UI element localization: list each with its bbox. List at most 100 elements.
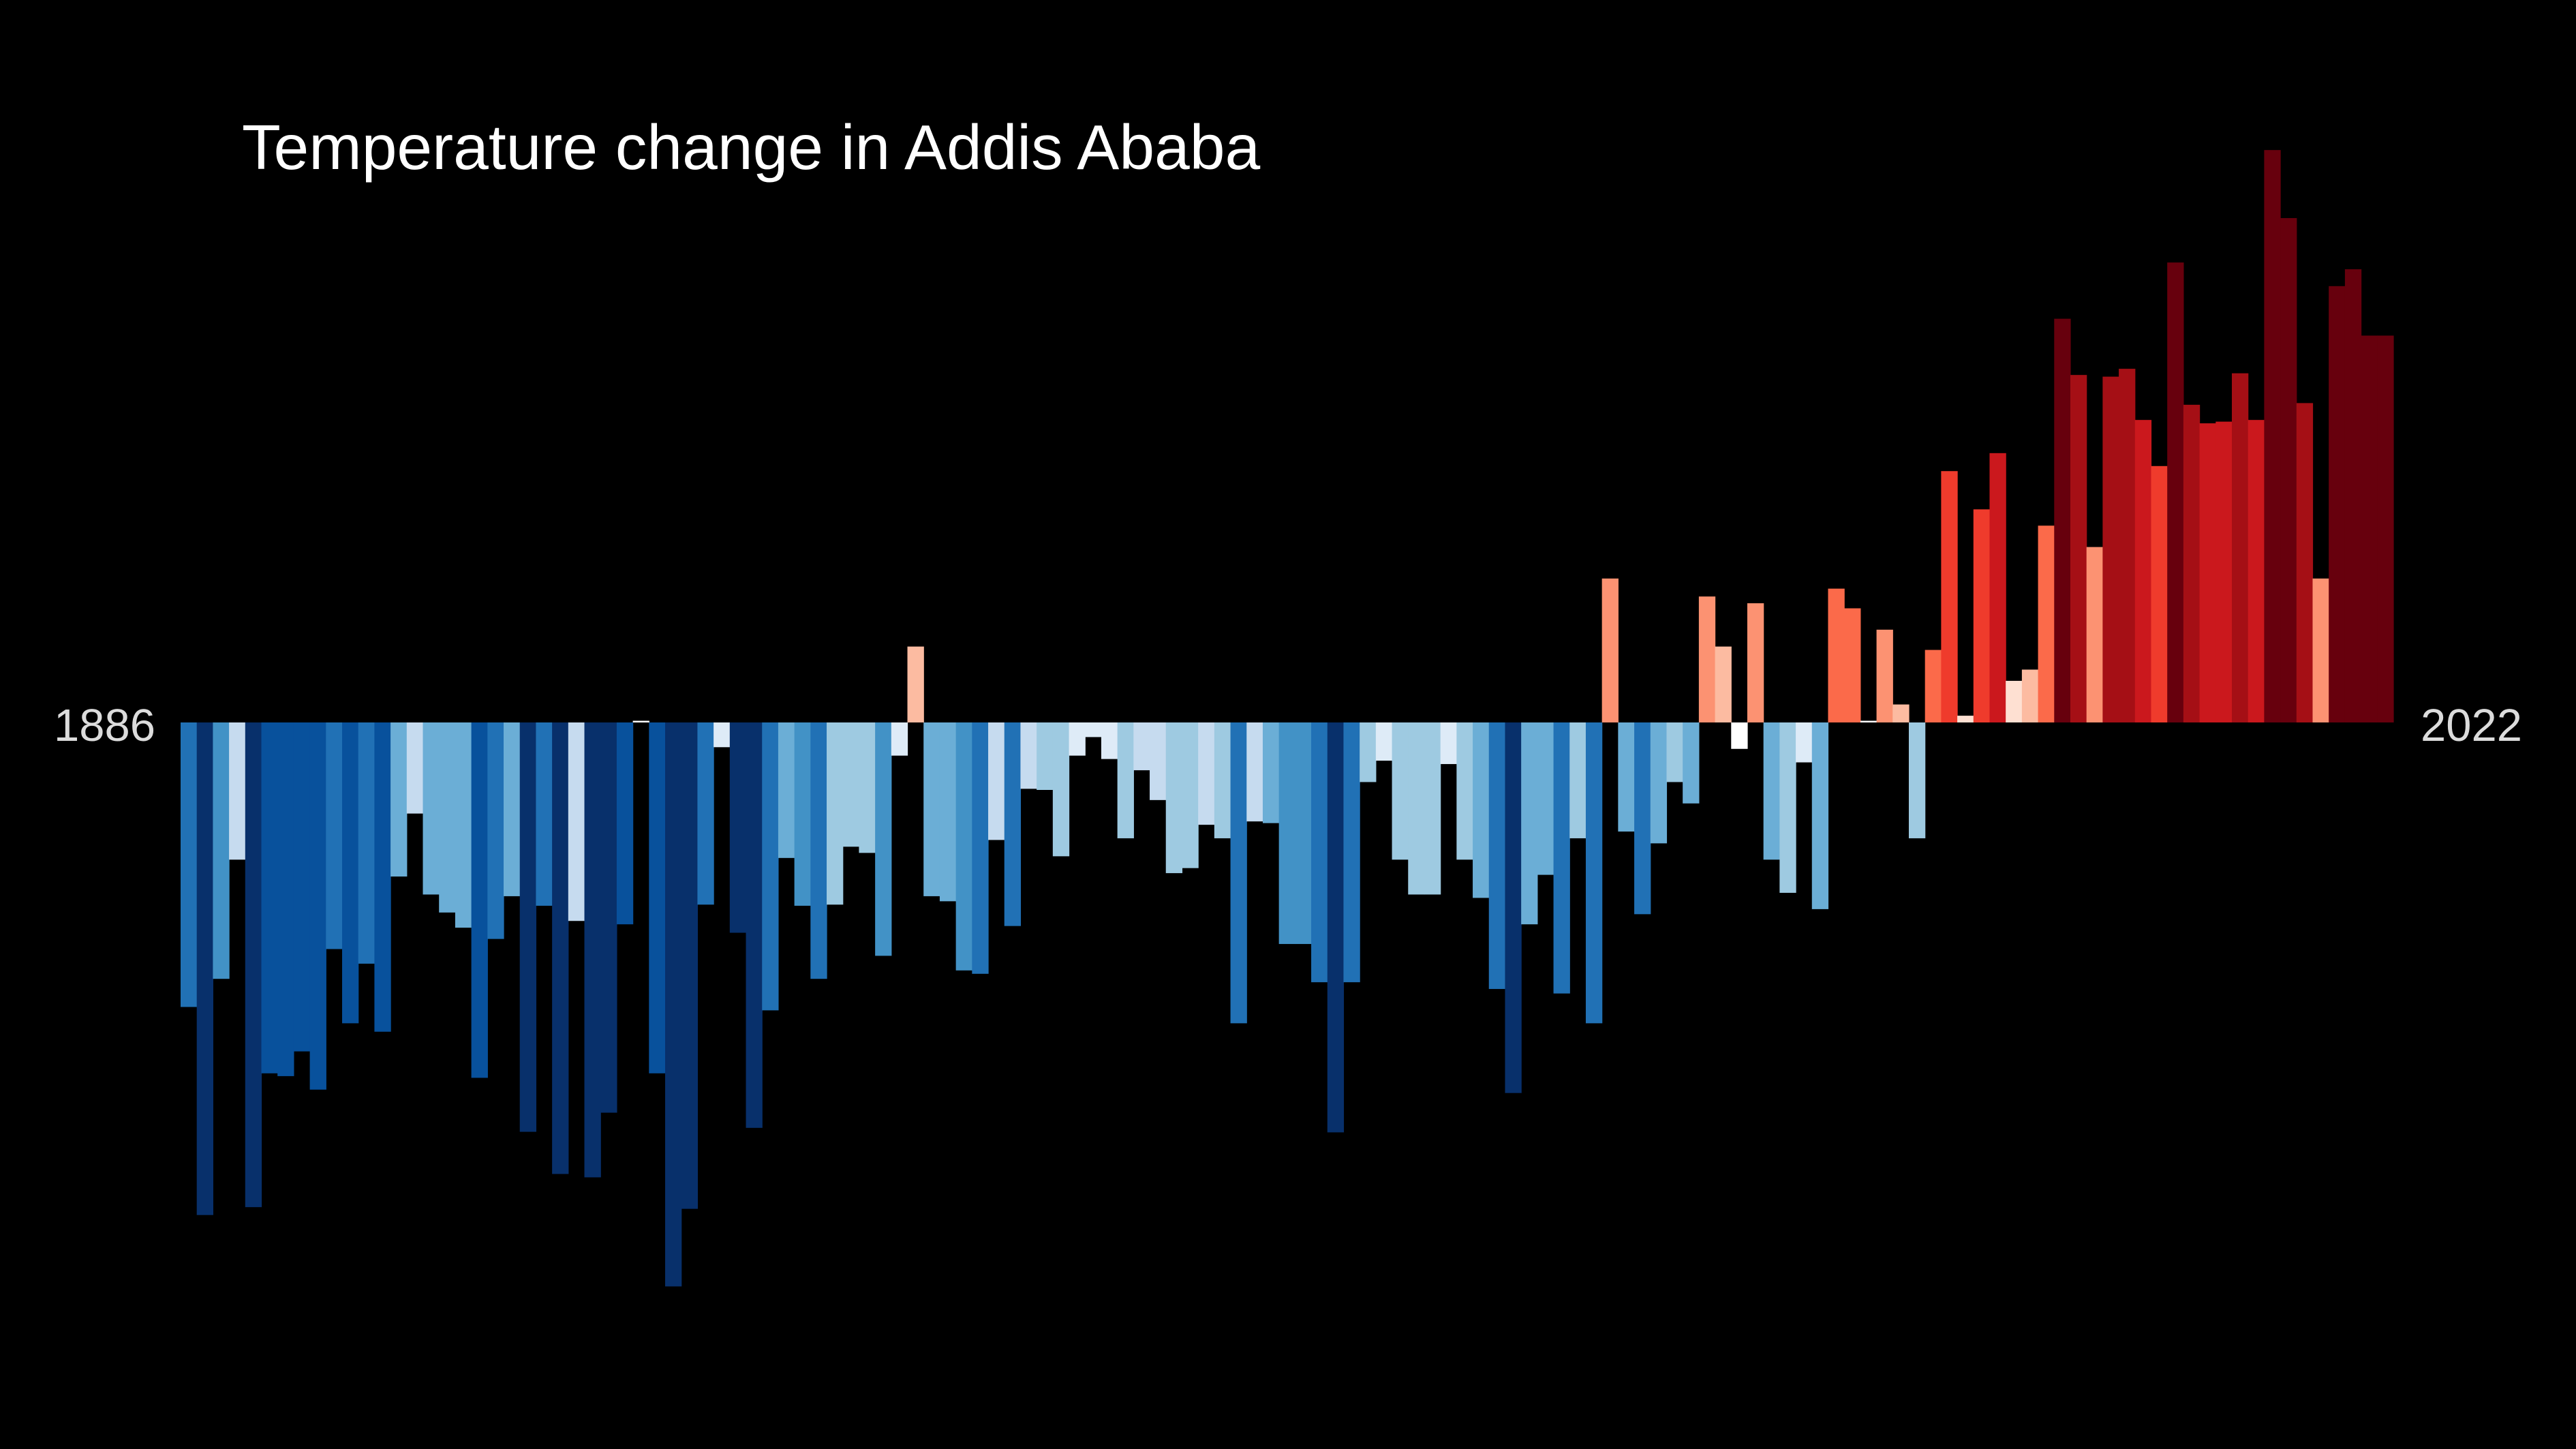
bar-1929: [875, 722, 892, 956]
bar-1977: [1650, 722, 1668, 844]
bar-1900: [406, 722, 424, 814]
bar-1891: [261, 722, 278, 1073]
bar-1957: [1327, 722, 1345, 1133]
bar-1989: [1844, 608, 1861, 722]
bar-1993: [1908, 722, 1926, 838]
bar-2008: [2151, 466, 2168, 722]
bar-1971: [1553, 722, 1570, 994]
bar-1994: [1925, 650, 1942, 722]
bar-1893: [293, 722, 311, 1052]
bar-2013: [2231, 373, 2249, 722]
bar-1920: [729, 722, 747, 933]
bar-2010: [2183, 404, 2201, 722]
bar-1924: [794, 722, 811, 906]
bar-1974: [1601, 578, 1619, 722]
bar-1980: [1698, 596, 1716, 722]
bar-1926: [827, 722, 844, 905]
bar-1941: [1069, 722, 1086, 756]
bar-1990: [1860, 720, 1877, 723]
bar-2021: [2361, 335, 2378, 722]
bar-1985: [1779, 722, 1796, 893]
bar-1906: [504, 722, 521, 896]
bar-1907: [519, 722, 537, 1132]
bar-2012: [2215, 421, 2233, 723]
bar-1968: [1505, 722, 1522, 1093]
bar-2003: [2070, 375, 2087, 722]
bar-1951: [1230, 722, 1247, 1024]
bar-1888: [213, 722, 230, 979]
bar-1942: [1085, 722, 1102, 737]
bar-1918: [697, 722, 714, 905]
bar-1975: [1618, 722, 1635, 832]
bar-1991: [1876, 629, 1893, 723]
bar-1997: [1973, 509, 1991, 723]
bar-2009: [2167, 262, 2184, 722]
bar-1932: [923, 722, 940, 896]
bar-1949: [1198, 722, 1215, 825]
bar-1961: [1392, 722, 1409, 860]
bar-2001: [2038, 525, 2055, 722]
bar-1936: [988, 722, 1005, 840]
bar-1995: [1941, 471, 1958, 722]
bar-1983: [1747, 603, 1764, 722]
bar-1898: [374, 722, 391, 1032]
bar-1902: [439, 722, 456, 913]
bar-1887: [196, 722, 213, 1215]
bar-1903: [455, 722, 472, 928]
bar-1894: [309, 722, 326, 1090]
bar-2007: [2134, 420, 2152, 722]
bar-1960: [1375, 722, 1393, 761]
bar-1964: [1440, 722, 1457, 765]
bar-1923: [778, 722, 795, 858]
bar-1938: [1020, 722, 1037, 789]
bar-1962: [1408, 722, 1425, 895]
bar-1899: [390, 722, 408, 877]
bar-1978: [1666, 722, 1683, 782]
bar-1950: [1214, 722, 1231, 838]
bar-1987: [1811, 722, 1829, 909]
bar-1976: [1634, 722, 1651, 915]
bar-1966: [1473, 722, 1490, 898]
bar-1988: [1828, 588, 1845, 722]
bar-1930: [891, 722, 908, 756]
bar-2018: [2312, 578, 2329, 722]
bar-1905: [487, 722, 504, 939]
start-year-label: 1886: [54, 700, 155, 751]
bar-1916: [665, 722, 682, 1287]
bar-1922: [762, 722, 779, 1011]
bar-1979: [1683, 722, 1700, 804]
bar-1910: [568, 722, 585, 921]
bar-1954: [1278, 722, 1295, 945]
bar-1895: [326, 722, 343, 949]
bar-1969: [1521, 722, 1538, 925]
bar-1955: [1295, 722, 1312, 945]
bar-1904: [471, 722, 488, 1078]
bar-1933: [939, 722, 957, 902]
bar-1972: [1569, 722, 1586, 838]
bar-1947: [1165, 722, 1183, 874]
bar-2014: [2248, 420, 2265, 722]
bar-1921: [746, 722, 763, 1128]
bar-2004: [2086, 547, 2103, 722]
bar-1946: [1150, 722, 1167, 800]
bar-1956: [1311, 722, 1328, 983]
bar-1981: [1715, 646, 1732, 723]
bar-2022: [2377, 335, 2394, 722]
bar-1919: [714, 722, 731, 748]
bar-1998: [1989, 453, 2006, 723]
bar-2005: [2102, 376, 2119, 723]
bar-1965: [1456, 722, 1473, 860]
bar-1984: [1763, 722, 1780, 860]
bar-1945: [1133, 722, 1150, 771]
bar-1901: [423, 722, 440, 895]
bar-1927: [842, 722, 860, 847]
bar-1897: [358, 722, 375, 964]
bar-1911: [584, 722, 601, 1178]
bar-1943: [1101, 722, 1118, 759]
bar-1996: [1957, 716, 1974, 722]
bar-1935: [972, 722, 989, 974]
bar-1889: [229, 722, 246, 860]
bars-group: [181, 150, 2394, 1287]
bar-1948: [1182, 722, 1199, 868]
bar-1952: [1246, 722, 1263, 822]
